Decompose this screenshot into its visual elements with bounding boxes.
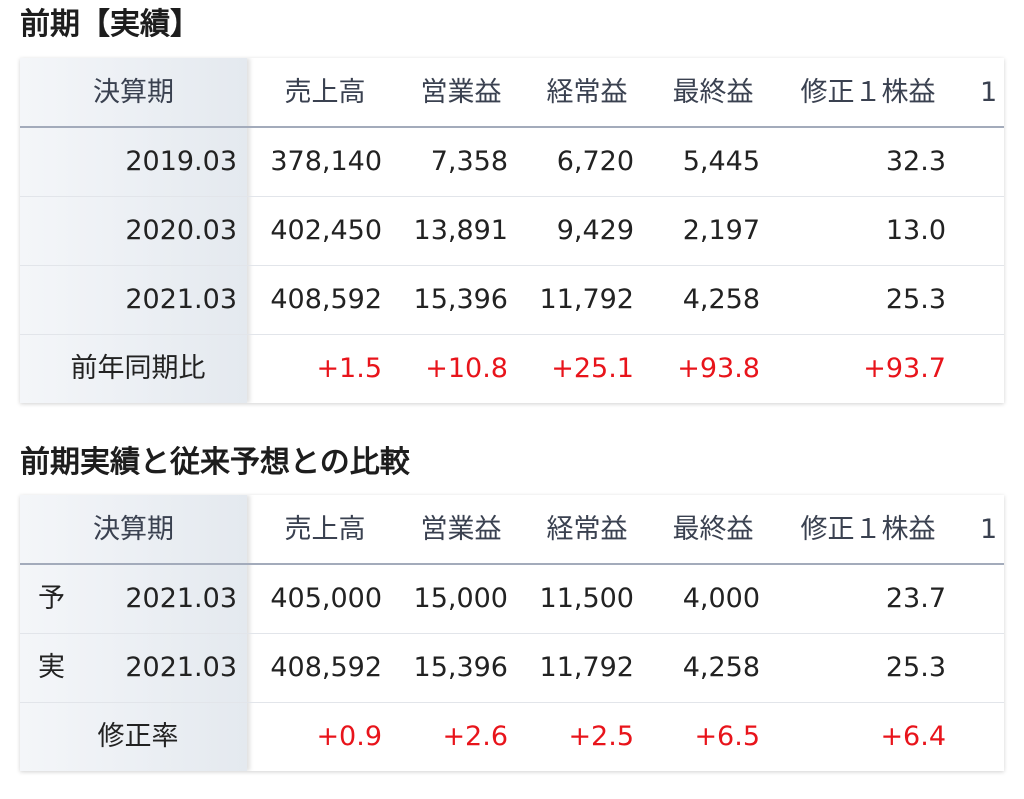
cell-value: 11,500 <box>539 583 634 614</box>
row-divider <box>20 265 1004 266</box>
cell-value: 23.7 <box>885 583 946 614</box>
row-divider <box>20 334 1004 335</box>
row-label: 2019.03 <box>125 146 237 177</box>
section-title: 前期実績と従来予想との比較 <box>20 445 410 480</box>
table: 決算期 売上高 営業益 経常益 最終益 修正１株益 1 予 2021.03 405,000 15,0… <box>20 495 1004 771</box>
cell-value: 408,592 <box>270 652 382 683</box>
column-header: 経常益 <box>546 77 628 108</box>
cell-value: 4,000 <box>682 583 760 614</box>
change-value: +6.4 <box>880 721 946 752</box>
cell-value: 402,450 <box>270 215 382 246</box>
cell-value: 25.3 <box>885 284 946 315</box>
cell-value: 378,140 <box>270 146 382 177</box>
cell-value: 9,429 <box>556 215 634 246</box>
column-header: 最終益 <box>672 514 754 545</box>
row-divider <box>20 702 1004 703</box>
cell-value: 13,891 <box>413 215 508 246</box>
cell-value: 6,720 <box>556 146 634 177</box>
change-value: +93.7 <box>863 353 946 384</box>
change-value: +93.8 <box>677 353 760 384</box>
change-value: +10.8 <box>425 353 508 384</box>
column-header: 修正１株益 <box>800 514 936 545</box>
column-header: 決算期 <box>93 77 174 108</box>
change-value: +2.5 <box>568 721 634 752</box>
change-label: 前年同期比 <box>70 353 206 384</box>
cell-value: 25.3 <box>885 652 946 683</box>
cell-value: 4,258 <box>682 284 760 315</box>
column-header: 決算期 <box>93 514 174 545</box>
table: 決算期 売上高 営業益 経常益 最終益 修正１株益 1 2019.03 378,140 7,358… <box>20 58 1004 403</box>
cell-value: 11,792 <box>539 652 634 683</box>
row-divider <box>20 633 1004 634</box>
cell-value: 13.0 <box>885 215 946 246</box>
column-header: 経常益 <box>546 514 628 545</box>
cell-value: 7,358 <box>430 146 508 177</box>
cell-value: 32.3 <box>885 146 946 177</box>
row-label: 2021.03 <box>125 284 237 315</box>
cell-value: 408,592 <box>270 284 382 315</box>
change-value: +0.9 <box>316 721 382 752</box>
cell-value: 405,000 <box>270 583 382 614</box>
column-header: 最終益 <box>672 77 754 108</box>
column-header: 売上高 <box>284 77 366 108</box>
row-label: 2020.03 <box>125 215 237 246</box>
change-value: +1.5 <box>316 353 382 384</box>
cell-value: 15,000 <box>413 583 508 614</box>
row-label: 2021.03 <box>125 652 237 683</box>
column-header: 売上高 <box>284 514 366 545</box>
row-mark: 実 <box>38 652 65 683</box>
column-header: 1 <box>980 77 998 108</box>
cell-value: 2,197 <box>682 215 760 246</box>
change-value: +6.5 <box>694 721 760 752</box>
column-header: 営業益 <box>420 514 502 545</box>
row-label: 2021.03 <box>125 583 237 614</box>
cell-value: 5,445 <box>682 146 760 177</box>
cell-value: 15,396 <box>413 284 508 315</box>
change-value: +25.1 <box>551 353 634 384</box>
column-header: 営業益 <box>420 77 502 108</box>
row-divider <box>20 196 1004 197</box>
change-label: 修正率 <box>97 721 179 752</box>
column-header: 修正１株益 <box>800 77 936 108</box>
header-divider <box>20 126 1004 128</box>
cell-value: 15,396 <box>413 652 508 683</box>
change-value: +2.6 <box>442 721 508 752</box>
row-mark: 予 <box>38 583 65 614</box>
cell-value: 4,258 <box>682 652 760 683</box>
header-divider <box>20 563 1004 565</box>
column-header: 1 <box>980 514 998 545</box>
cell-value: 11,792 <box>539 284 634 315</box>
section-title: 前期【実績】 <box>20 7 200 42</box>
first-column-bg <box>20 58 247 403</box>
